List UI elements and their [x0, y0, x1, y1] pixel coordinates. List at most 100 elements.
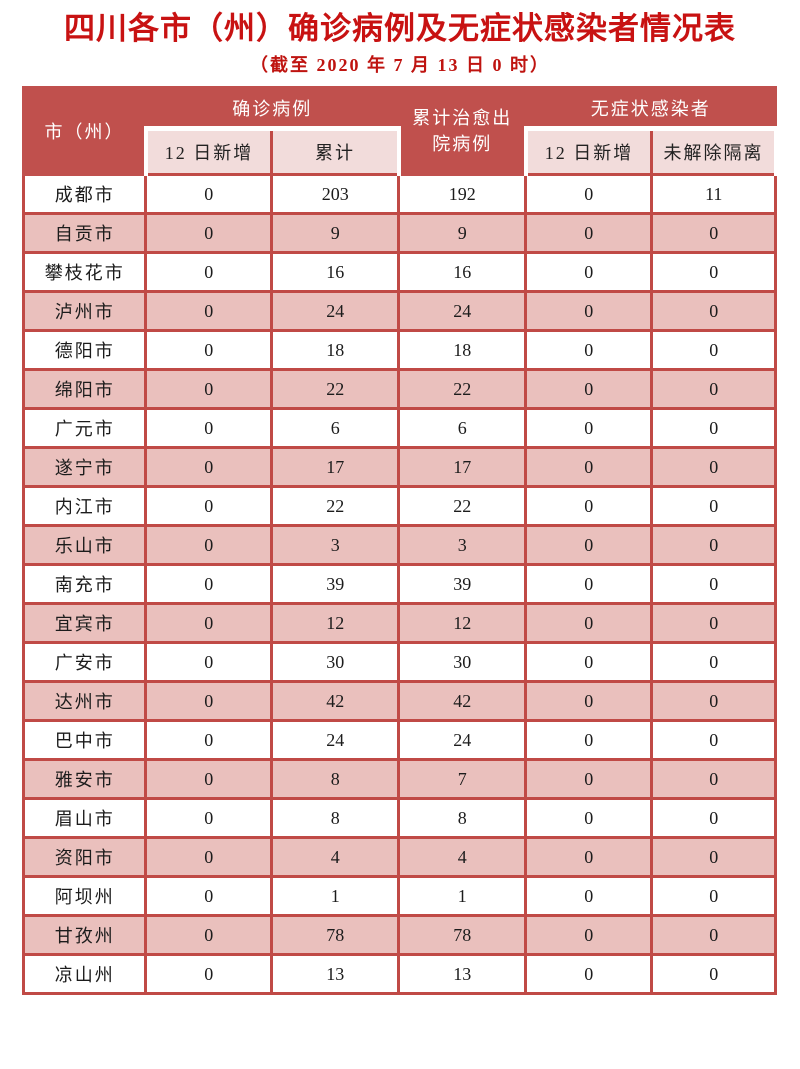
value-cell: 12 [270, 602, 401, 644]
value-cell: 7 [397, 758, 528, 800]
value-cell: 0 [650, 914, 778, 956]
value-cell: 17 [270, 446, 401, 488]
city-cell: 广元市 [22, 407, 148, 449]
city-cell: 攀枝花市 [22, 251, 148, 293]
value-cell: 13 [270, 953, 401, 995]
value-cell: 0 [524, 524, 654, 566]
value-cell: 0 [650, 368, 778, 410]
value-cell: 22 [397, 485, 528, 527]
header-not-released: 未解除隔离 [650, 126, 778, 176]
value-cell: 17 [397, 446, 528, 488]
table-row: 成都市 0 203 192 0 11 [22, 173, 778, 215]
city-cell: 乐山市 [22, 524, 148, 566]
value-cell: 0 [144, 446, 274, 488]
value-cell: 12 [397, 602, 528, 644]
value-cell: 0 [524, 680, 654, 722]
value-cell: 0 [650, 446, 778, 488]
value-cell: 0 [650, 719, 778, 761]
city-cell: 南充市 [22, 563, 148, 605]
table-row: 雅安市 0 8 7 0 0 [22, 758, 778, 800]
value-cell: 0 [144, 914, 274, 956]
table-row: 乐山市 0 3 3 0 0 [22, 524, 778, 566]
value-cell: 0 [144, 563, 274, 605]
table-row: 自贡市 0 9 9 0 0 [22, 212, 778, 254]
header-cured: 累计治愈出 院病例 [397, 86, 528, 176]
header-city: 市（州） [22, 86, 148, 176]
value-cell: 42 [397, 680, 528, 722]
value-cell: 0 [524, 953, 654, 995]
header-asymptomatic-group: 无症状感染者 [524, 86, 778, 130]
city-cell: 内江市 [22, 485, 148, 527]
city-cell: 遂宁市 [22, 446, 148, 488]
value-cell: 0 [524, 641, 654, 683]
value-cell: 22 [270, 368, 401, 410]
value-cell: 39 [270, 563, 401, 605]
value-cell: 0 [650, 836, 778, 878]
value-cell: 24 [270, 290, 401, 332]
value-cell: 0 [524, 485, 654, 527]
city-cell: 凉山州 [22, 953, 148, 995]
value-cell: 0 [524, 329, 654, 371]
value-cell: 0 [524, 797, 654, 839]
page-subtitle: （截至 2020 年 7 月 13 日 0 时） [250, 55, 550, 75]
value-cell: 1 [270, 875, 401, 917]
table-row: 阿坝州 0 1 1 0 0 [22, 875, 778, 917]
value-cell: 8 [270, 797, 401, 839]
value-cell: 24 [270, 719, 401, 761]
value-cell: 11 [650, 173, 778, 215]
value-cell: 18 [397, 329, 528, 371]
value-cell: 0 [524, 758, 654, 800]
header-cumulative: 累计 [270, 126, 401, 176]
value-cell: 3 [397, 524, 528, 566]
table-row: 遂宁市 0 17 17 0 0 [22, 446, 778, 488]
city-cell: 广安市 [22, 641, 148, 683]
value-cell: 0 [650, 641, 778, 683]
value-cell: 0 [144, 602, 274, 644]
value-cell: 0 [144, 212, 274, 254]
value-cell: 192 [397, 173, 528, 215]
value-cell: 0 [524, 212, 654, 254]
value-cell: 8 [270, 758, 401, 800]
table-row: 宜宾市 0 12 12 0 0 [22, 602, 778, 644]
value-cell: 0 [144, 875, 274, 917]
value-cell: 78 [397, 914, 528, 956]
city-cell: 绵阳市 [22, 368, 148, 410]
value-cell: 0 [524, 602, 654, 644]
table-row: 广安市 0 30 30 0 0 [22, 641, 778, 683]
value-cell: 0 [650, 758, 778, 800]
table-row: 南充市 0 39 39 0 0 [22, 563, 778, 605]
value-cell: 0 [144, 485, 274, 527]
value-cell: 0 [144, 953, 274, 995]
table-row: 泸州市 0 24 24 0 0 [22, 290, 778, 332]
value-cell: 30 [397, 641, 528, 683]
value-cell: 0 [650, 212, 778, 254]
value-cell: 22 [397, 368, 528, 410]
value-cell: 78 [270, 914, 401, 956]
header-new-confirmed: 12 日新增 [143, 126, 274, 176]
value-cell: 0 [144, 641, 274, 683]
city-cell: 德阳市 [22, 329, 148, 371]
value-cell: 6 [397, 407, 528, 449]
city-cell: 巴中市 [22, 719, 148, 761]
value-cell: 0 [650, 680, 778, 722]
table-header: 市（州） 确诊病例 累计治愈出 院病例 无症状感染者 12 日新增 累计 12 日… [22, 86, 778, 176]
value-cell: 0 [524, 836, 654, 878]
value-cell: 0 [144, 524, 274, 566]
value-cell: 0 [650, 407, 778, 449]
value-cell: 0 [524, 563, 654, 605]
value-cell: 0 [144, 173, 274, 215]
value-cell: 39 [397, 563, 528, 605]
value-cell: 0 [524, 368, 654, 410]
header-group-row: 市（州） 确诊病例 累计治愈出 院病例 无症状感染者 [22, 86, 778, 176]
value-cell: 0 [650, 875, 778, 917]
value-cell: 0 [650, 797, 778, 839]
city-cell: 资阳市 [22, 836, 148, 878]
table-row: 巴中市 0 24 24 0 0 [22, 719, 778, 761]
header-new-asymptomatic: 12 日新增 [523, 126, 654, 176]
table-row: 资阳市 0 4 4 0 0 [22, 836, 778, 878]
value-cell: 0 [144, 758, 274, 800]
value-cell: 0 [144, 290, 274, 332]
value-cell: 4 [270, 836, 401, 878]
city-cell: 宜宾市 [22, 602, 148, 644]
value-cell: 0 [650, 485, 778, 527]
